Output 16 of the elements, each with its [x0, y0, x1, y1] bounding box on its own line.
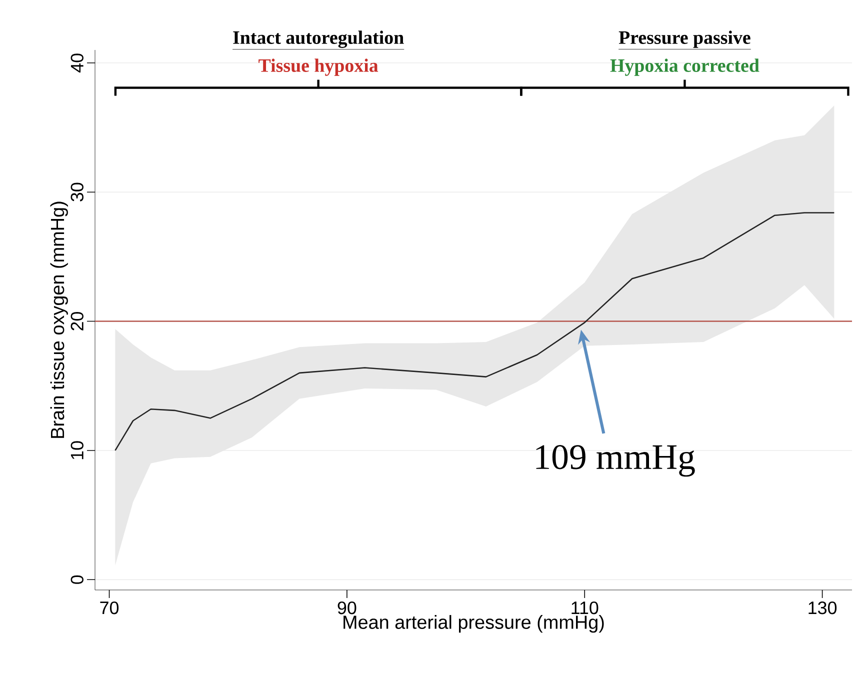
y-tick-label: 30 — [70, 182, 84, 202]
text: Pressure passive — [618, 30, 750, 48]
x-axis-title: Mean arterial pressure (mmHg) — [344, 615, 604, 633]
y-tick-label: 20 — [70, 312, 84, 330]
y-tick-label: 0 — [70, 575, 84, 584]
text: Intact autoregulation — [233, 30, 404, 48]
y-tick-label: 10 — [70, 441, 84, 460]
annotation: Tissue hypoxia — [258, 58, 378, 76]
x-tick-label: 90 — [338, 601, 356, 614]
x-tick-label: 110 — [572, 601, 598, 614]
annotation: 109 mmHg — [536, 445, 695, 477]
y-tick-label: 40 — [70, 54, 84, 72]
annotation: Hypoxia corrected — [610, 58, 760, 76]
y-axis-title: Brain tissue oxygen (mmHg) — [50, 202, 68, 438]
x-tick-label: 130 — [808, 601, 837, 614]
x-tick-label: 70 — [100, 601, 119, 614]
